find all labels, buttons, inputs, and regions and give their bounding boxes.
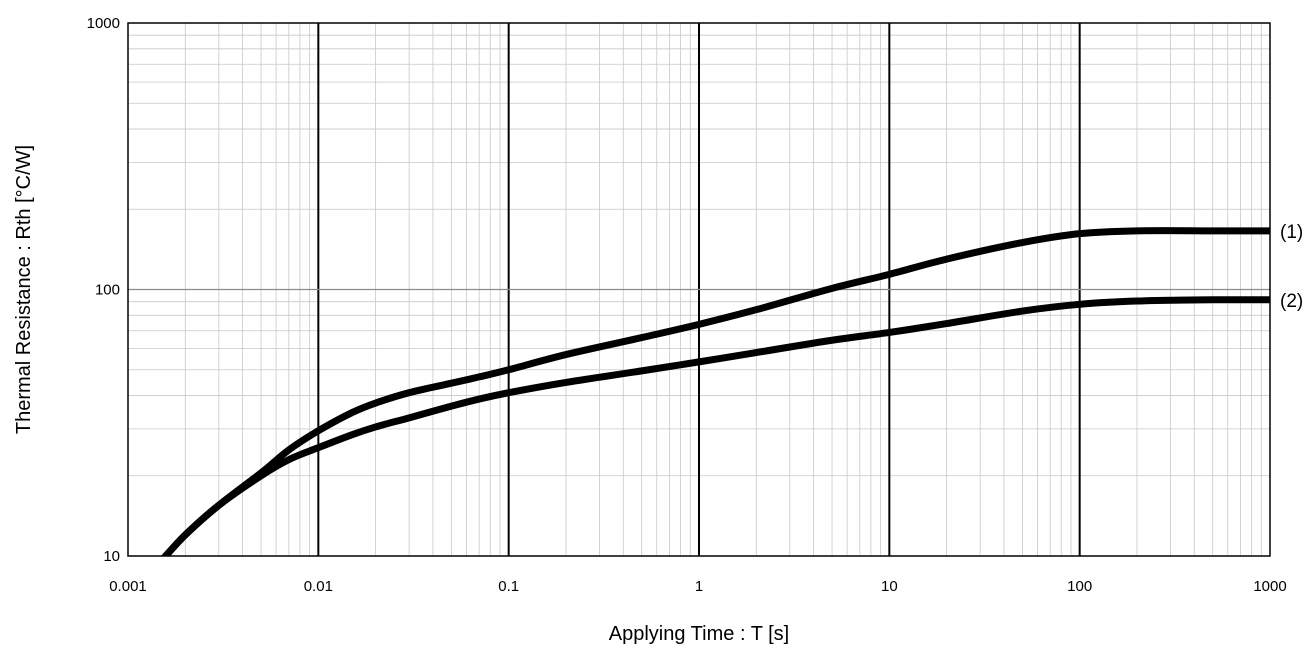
y-tick-label: 1000 — [87, 15, 120, 32]
series-line-1 — [161, 227, 1270, 556]
x-tick-labels: 0.001 0.01 0.1 1 10 100 1000 — [109, 578, 1286, 595]
series-group: (1) (2) — [161, 222, 1303, 556]
y-axis-label: Thermal Resistance : Rth [°C/W] — [13, 145, 35, 434]
x-tick-label: 100 — [1067, 578, 1092, 595]
series-line-2 — [161, 296, 1270, 556]
y-tick-label: 10 — [103, 548, 120, 565]
x-tick-label: 10 — [881, 578, 898, 595]
x-tick-label: 0.1 — [498, 578, 519, 595]
grid-major — [128, 23, 1270, 556]
plot-frame — [127, 22, 1271, 557]
x-axis-label: Applying Time : T [s] — [609, 623, 789, 645]
x-tick-label: 0.01 — [304, 578, 333, 595]
y-tick-labels: 10 100 1000 — [87, 15, 120, 565]
series-label-2: (2) — [1280, 291, 1303, 312]
x-tick-label: 0.001 — [109, 578, 147, 595]
x-tick-label: 1000 — [1253, 578, 1286, 595]
x-tick-label: 1 — [695, 578, 703, 595]
series-label-1: (1) — [1280, 222, 1303, 243]
y-tick-label: 100 — [95, 282, 120, 299]
